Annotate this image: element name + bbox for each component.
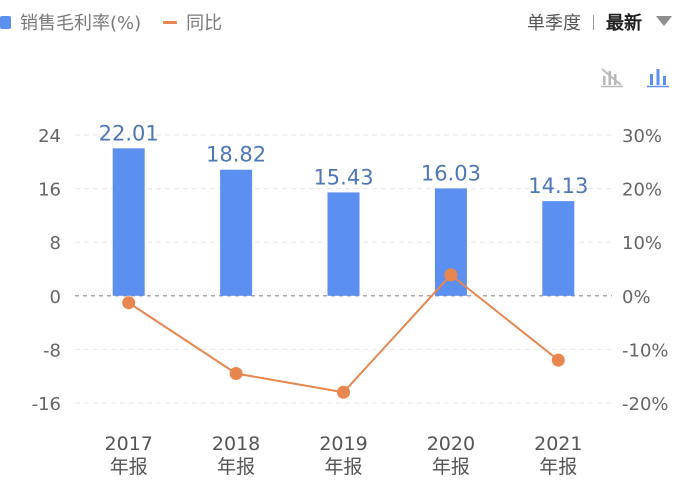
bar-series (112, 148, 575, 296)
x-tick-label: 2020 年报 (427, 433, 475, 478)
y-axis-left: 24 16 8 0 -8 -16 (32, 126, 61, 415)
bar (112, 148, 145, 296)
y-left-tick-label: 24 (38, 126, 61, 147)
y-right-tick-label: -20% (622, 394, 669, 415)
bar-value-labels: 22.01 18.82 15.43 16.03 14.13 (99, 121, 589, 198)
y-right-tick-label: 0% (622, 287, 651, 308)
y-right-tick-label: 30% (622, 126, 662, 147)
bar (542, 201, 575, 296)
yoy-point (122, 296, 136, 310)
y-left-tick-label: -8 (43, 340, 61, 361)
legend-label-gross-margin: 销售毛利率(%) (20, 13, 142, 34)
period-selector: 单季度 最新 (527, 0, 672, 44)
bar-value-label: 18.82 (206, 143, 266, 167)
yoy-point (551, 353, 565, 367)
y-right-tick-label: 10% (622, 233, 662, 254)
y-right-tick-label: 20% (622, 180, 662, 201)
bar-value-label: 14.13 (528, 174, 588, 198)
yoy-point (337, 385, 350, 399)
grid-lines (75, 134, 612, 404)
y-left-tick-label: 8 (50, 233, 61, 254)
legend: 销售毛利率(%) 同比 (0, 0, 244, 44)
view-switcher (578, 66, 670, 88)
y-axis-right: 30% 20% 10% 0% -10% -20% (622, 126, 669, 415)
chevron-down-icon[interactable] (656, 16, 672, 26)
bar-value-label: 16.03 (421, 161, 481, 185)
bar-value-label: 15.43 (313, 165, 373, 189)
bar-value-label: 22.01 (99, 121, 159, 145)
line-swatch-icon (163, 20, 178, 24)
latest-dropdown-label[interactable]: 最新 (606, 13, 642, 34)
yoy-point (229, 367, 243, 381)
x-axis: 2017 年报 2018 年报 2019 年报 2020 年报 2021 年报 (105, 433, 583, 478)
line-chart-icon[interactable] (600, 66, 624, 88)
x-tick-label: 2017 年报 (105, 433, 153, 478)
yoy-point (444, 268, 458, 282)
bar (220, 169, 253, 296)
y-right-tick-label: -10% (622, 340, 669, 361)
legend-label-yoy: 同比 (186, 13, 223, 34)
y-left-tick-label: 16 (38, 180, 61, 201)
y-left-tick-label: -16 (32, 394, 61, 415)
period-divider (593, 14, 594, 30)
legend-item-yoy[interactable]: 同比 (163, 9, 222, 35)
bar (327, 192, 360, 296)
bar-swatch-icon (0, 15, 11, 29)
y-left-tick-label: 0 (50, 287, 61, 308)
yoy-line-series (122, 268, 565, 399)
quarter-toggle[interactable]: 单季度 (527, 13, 581, 34)
x-tick-label: 2018 年报 (212, 433, 260, 478)
legend-item-gross-margin[interactable]: 销售毛利率(%) (0, 9, 141, 35)
x-tick-label: 2019 年报 (319, 433, 367, 478)
x-tick-label: 2021 年报 (534, 433, 582, 478)
bar-chart-icon[interactable] (646, 66, 670, 88)
